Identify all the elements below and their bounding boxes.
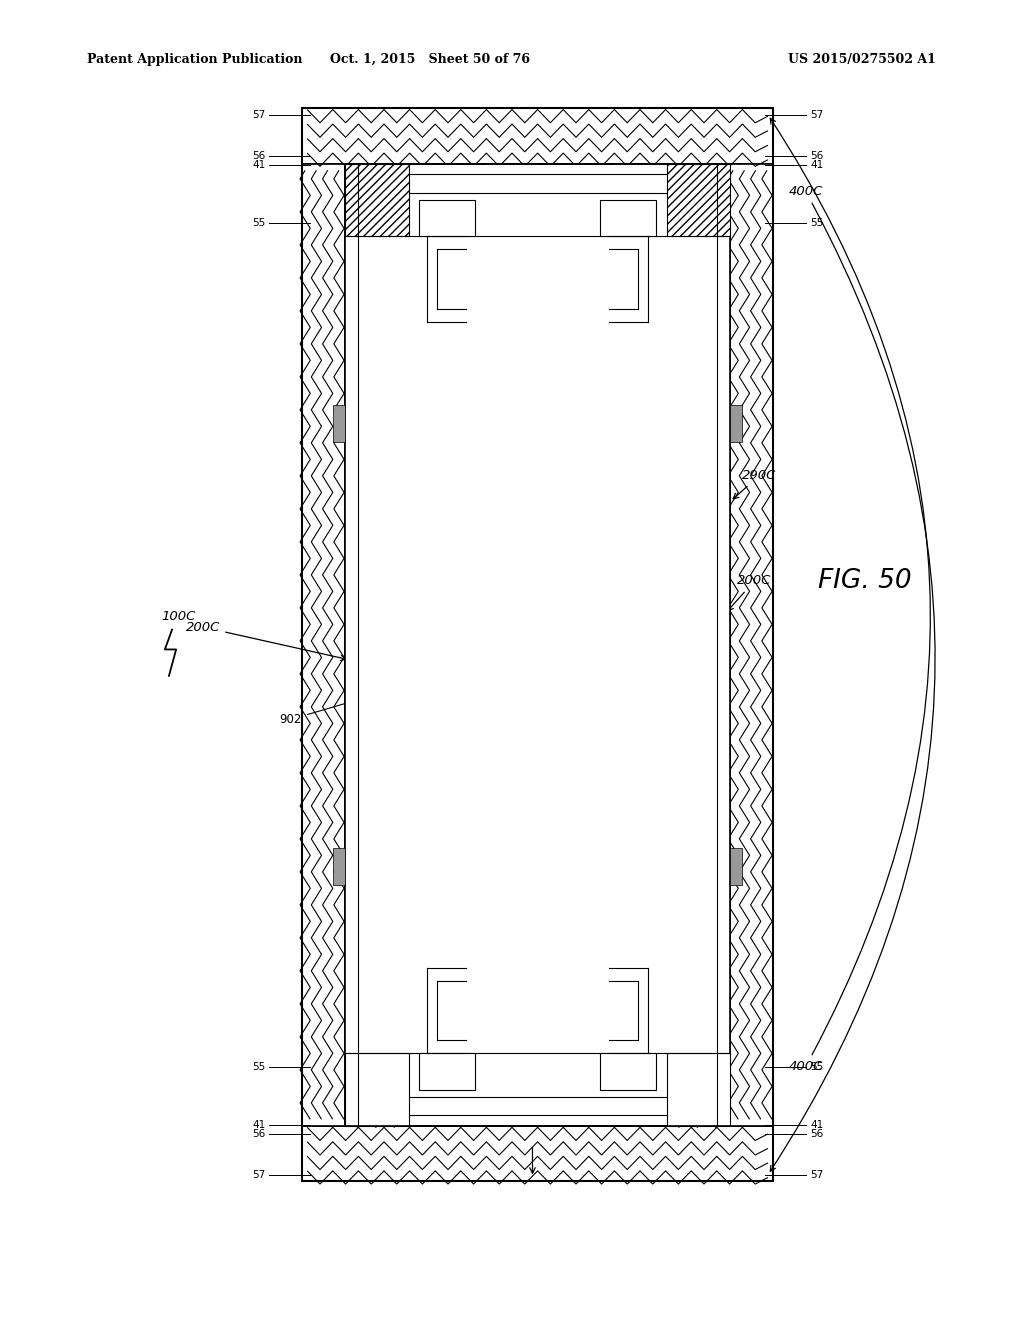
Polygon shape	[302, 108, 773, 164]
Text: 400C: 400C	[770, 185, 935, 1171]
Text: 55: 55	[252, 218, 265, 228]
Polygon shape	[333, 847, 345, 884]
Text: 55: 55	[810, 218, 823, 228]
Polygon shape	[600, 199, 656, 236]
Polygon shape	[730, 164, 773, 1126]
Text: 500C: 500C	[502, 284, 630, 966]
Text: 100C: 100C	[162, 610, 197, 623]
Text: 57: 57	[810, 1170, 823, 1180]
Text: FIG. 50: FIG. 50	[818, 568, 912, 594]
Text: 56: 56	[810, 150, 823, 161]
Text: 400C: 400C	[770, 119, 931, 1073]
Polygon shape	[345, 1053, 409, 1126]
Polygon shape	[730, 405, 742, 442]
Text: 500C: 500C	[379, 284, 449, 966]
Polygon shape	[419, 199, 475, 236]
Text: 902: 902	[280, 700, 354, 726]
Polygon shape	[667, 164, 730, 236]
Text: 200C: 200C	[185, 620, 346, 660]
Text: 56: 56	[810, 1129, 823, 1139]
Text: 55: 55	[252, 1061, 265, 1072]
Text: 41: 41	[810, 160, 823, 170]
Polygon shape	[730, 847, 742, 884]
Text: Patent Application Publication: Patent Application Publication	[87, 53, 302, 66]
Text: 290C: 290C	[733, 469, 777, 499]
Text: 57: 57	[252, 110, 265, 120]
Text: US 2015/0275502 A1: US 2015/0275502 A1	[788, 53, 936, 66]
Polygon shape	[302, 164, 345, 1126]
Text: 500C: 500C	[379, 273, 449, 1006]
Text: 41: 41	[252, 160, 265, 170]
Polygon shape	[333, 405, 345, 442]
Polygon shape	[600, 1053, 656, 1090]
Text: 200C: 200C	[728, 574, 772, 611]
Polygon shape	[419, 1053, 475, 1090]
Text: 41: 41	[252, 1119, 265, 1130]
Text: 55: 55	[810, 1061, 823, 1072]
Text: 56: 56	[252, 1129, 265, 1139]
Polygon shape	[345, 164, 409, 236]
Text: 56: 56	[252, 150, 265, 161]
Polygon shape	[345, 164, 730, 1126]
Polygon shape	[302, 1126, 773, 1181]
Text: 57: 57	[252, 1170, 265, 1180]
Text: Oct. 1, 2015   Sheet 50 of 76: Oct. 1, 2015 Sheet 50 of 76	[330, 53, 530, 66]
Polygon shape	[667, 1053, 730, 1126]
Text: 500C: 500C	[502, 273, 630, 1006]
Text: 41: 41	[810, 1119, 823, 1130]
Text: 57: 57	[810, 110, 823, 120]
